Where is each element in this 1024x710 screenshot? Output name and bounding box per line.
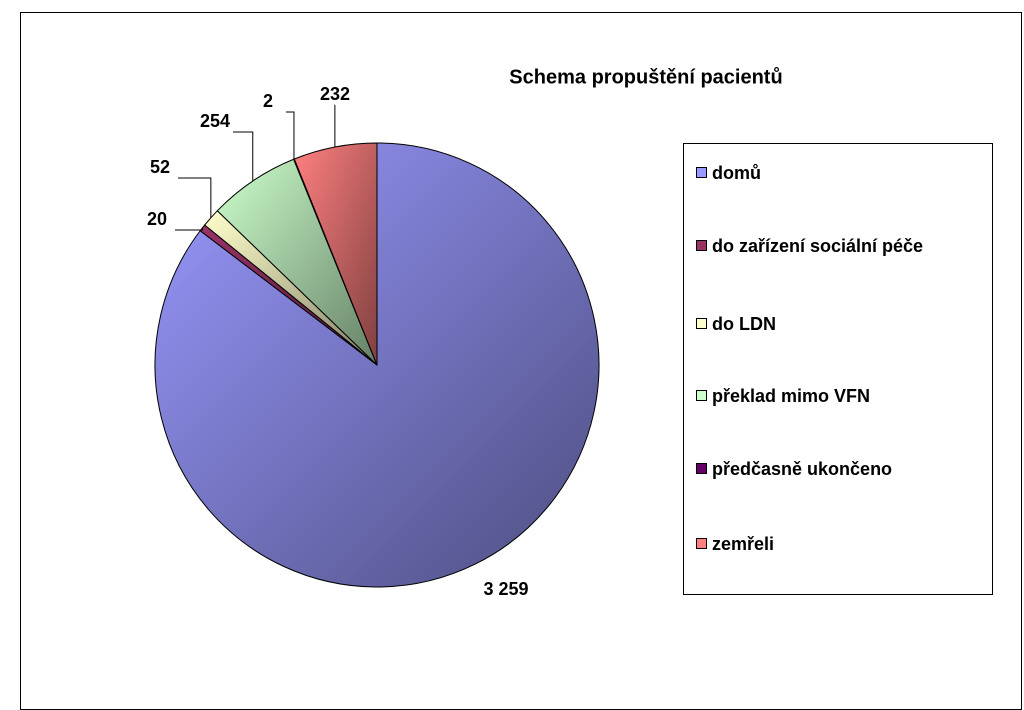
legend-item: do zařízení sociální péče — [696, 231, 1002, 261]
legend-swatch — [696, 240, 707, 251]
legend-swatch — [696, 318, 707, 329]
legend-label: předčasně ukončeno — [712, 459, 893, 479]
leader-line — [178, 177, 212, 218]
legend-item: do LDN — [696, 309, 1002, 339]
chart-title: Schema propuštění pacientů — [509, 66, 782, 88]
data-label: 2 — [263, 91, 273, 111]
leader-line — [175, 227, 203, 231]
legend-label: překlad mimo VFN — [712, 386, 871, 406]
legend-label: zemřeli — [712, 534, 775, 554]
data-label: 232 — [320, 84, 350, 104]
data-label: 20 — [147, 209, 167, 229]
leader-line — [233, 131, 254, 182]
pie-slice — [293, 142, 378, 366]
legend-swatch — [696, 538, 707, 549]
legend: domů do zařízení sociální péče do LDN překl… — [683, 143, 993, 595]
legend-item: překlad mimo VFN — [696, 381, 1002, 411]
legend-swatch — [696, 167, 707, 178]
legend-label: do LDN — [712, 314, 776, 334]
data-label: 254 — [200, 111, 230, 131]
legend-item: domů — [696, 158, 1002, 188]
legend-item: předčasně ukončeno — [696, 454, 1002, 484]
data-label: 52 — [150, 157, 170, 177]
legend-swatch — [696, 390, 707, 401]
data-label: 3 259 — [483, 579, 528, 599]
legend-label: do zařízení sociální péče — [712, 236, 924, 256]
legend-item: zemřeli — [696, 529, 1002, 559]
legend-swatch — [696, 463, 707, 474]
leader-line — [286, 111, 295, 160]
legend-label: domů — [712, 163, 761, 183]
